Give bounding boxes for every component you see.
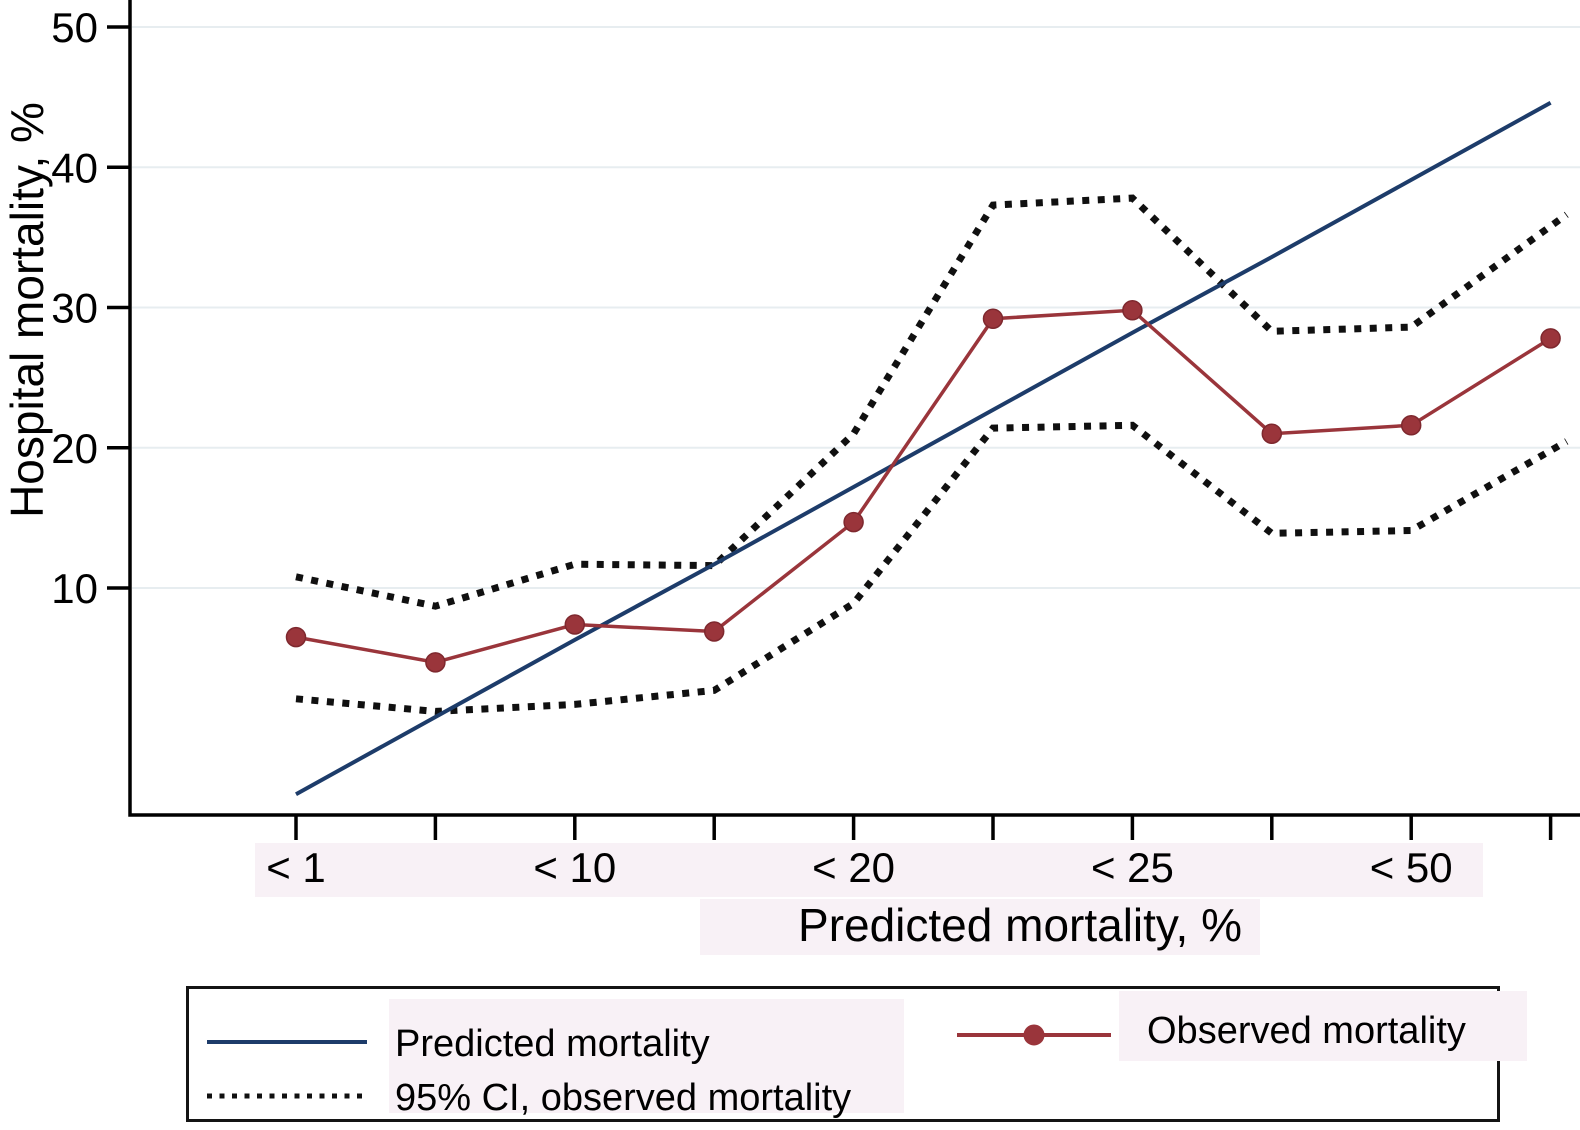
x-tick-label: < 25: [1091, 844, 1174, 891]
observed-marker: [1261, 423, 1283, 444]
y-axis-title: Hospital mortality, %: [1, 102, 53, 518]
legend: Predicted mortality 95% CI, observed mor…: [186, 986, 1527, 1122]
x-tick-label: < 1: [266, 844, 326, 891]
label-highlight: [700, 899, 1260, 955]
y-tick-label: 40: [51, 144, 98, 191]
observed-marker: [1540, 328, 1561, 349]
observed-marker: [425, 652, 446, 673]
observed-marker: [564, 614, 586, 635]
y-tick-label: 10: [51, 565, 98, 612]
observed-line-swatch: [957, 1024, 1111, 1046]
predicted-line-swatch: [207, 1040, 367, 1044]
legend-highlight-left: [389, 999, 904, 1113]
axes: [128, 0, 1580, 817]
x-tick-label: < 20: [812, 844, 895, 891]
y-tick-label: 20: [51, 425, 98, 472]
legend-label-ci: 95% CI, observed mortality: [395, 1077, 852, 1119]
legend-label-predicted: Predicted mortality: [395, 1023, 710, 1065]
ci-line: [295, 421, 1569, 715]
predicted-line: [295, 100, 1552, 796]
x-tick-label: < 50: [1370, 844, 1453, 891]
x-tick-label: < 10: [533, 844, 616, 891]
legend-highlight-right: [1119, 991, 1527, 1061]
legend-label-observed: Observed mortality: [1147, 1010, 1466, 1052]
ci-line-swatch: [207, 1093, 367, 1099]
observed-swatch-marker: [1023, 1024, 1045, 1046]
x-axis-title: Predicted mortality, %: [798, 899, 1242, 951]
observed-marker: [285, 626, 307, 648]
observed-marker: [1122, 300, 1143, 321]
label-highlight: [255, 843, 1483, 897]
observed-marker: [982, 308, 1004, 329]
observed-marker: [843, 511, 864, 533]
ci-line: [295, 194, 1569, 610]
observed-line: [295, 308, 1552, 665]
observed-marker: [703, 621, 725, 642]
y-tick-label: 50: [51, 4, 98, 51]
observed-marker: [1400, 415, 1422, 436]
y-tick-label: 30: [51, 285, 98, 332]
